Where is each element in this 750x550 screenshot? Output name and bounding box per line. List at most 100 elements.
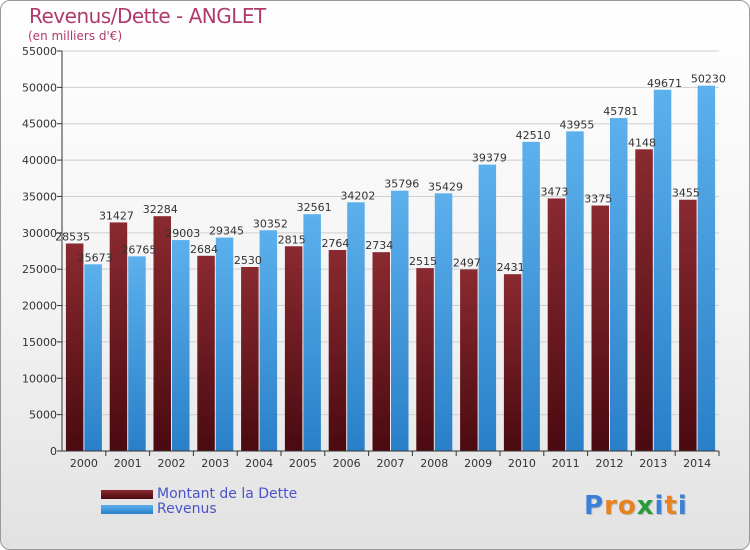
x-tick-label-2009: 2009 (464, 457, 492, 470)
proxiti-logo: Proxiti (584, 491, 688, 521)
x-tick-label-2003: 2003 (201, 457, 229, 470)
bar-revenus-2009 (478, 164, 497, 451)
bar-revenus-2002 (172, 240, 190, 451)
x-tick-label-2006: 2006 (333, 457, 361, 470)
x-tick-label-2008: 2008 (420, 457, 448, 470)
data-label-dette-2011: 3473 (540, 185, 568, 198)
y-tick-label: 35000 (22, 190, 57, 203)
y-tick-label: 5000 (29, 409, 57, 422)
bar-revenus-2007 (391, 190, 409, 451)
data-label-dette-2013: 4148 (628, 136, 656, 149)
bar-dette-2007 (372, 252, 390, 451)
legend-label-revenus: Revenus (157, 501, 217, 517)
y-tick-label: 0 (50, 445, 57, 458)
x-tick-label-2002: 2002 (158, 457, 186, 470)
bar-revenus-2014 (697, 85, 716, 451)
y-tick-label: 25000 (22, 263, 57, 276)
x-tick-label-2001: 2001 (114, 457, 142, 470)
bar-dette-2002 (153, 216, 171, 451)
chart-subtitle: (en milliers d'€) (28, 29, 123, 43)
data-label-revenus-2007: 35796 (384, 178, 419, 191)
bar-revenus-2000 (84, 264, 102, 451)
legend-swatch-revenus (101, 505, 153, 514)
bar-dette-2005 (284, 246, 303, 451)
bar-revenus-2008 (434, 193, 453, 452)
bar-revenus-2011 (566, 131, 584, 451)
bar-dette-2004 (241, 267, 259, 451)
data-label-dette-2005: 2815 (278, 233, 306, 246)
data-label-revenus-2003: 29345 (209, 225, 244, 238)
legend-swatch-dette (101, 490, 153, 499)
chart-title: Revenus/Dette - ANGLET (29, 4, 266, 28)
data-label-revenus-2014: 50230 (691, 73, 726, 86)
bar-revenus-2013 (653, 89, 672, 452)
x-tick-label-2013: 2013 (639, 457, 667, 470)
x-tick-label-2004: 2004 (245, 457, 273, 470)
y-tick-label: 45000 (22, 118, 57, 131)
data-label-revenus-2012: 45781 (603, 105, 638, 118)
logo-letter: P (584, 491, 605, 521)
bar-revenus-2001 (128, 256, 146, 451)
data-label-dette-2014: 3455 (672, 187, 700, 200)
logo-letter: t (664, 491, 678, 521)
bar-dette-2009 (460, 269, 478, 451)
y-tick-label: 50000 (22, 81, 57, 94)
y-tick-label: 30000 (22, 227, 57, 240)
y-tick-label: 40000 (22, 154, 57, 167)
data-label-dette-2008: 2515 (409, 255, 437, 268)
data-label-dette-2007: 2734 (365, 239, 393, 252)
bar-dette-2014 (679, 199, 697, 451)
bar-revenus-2003 (215, 237, 234, 451)
data-label-revenus-2002: 29003 (165, 227, 200, 240)
logo-letter: o (617, 491, 637, 521)
y-tick-label: 55000 (22, 45, 57, 58)
bar-revenus-2010 (522, 141, 540, 451)
data-label-revenus-2001: 26765 (121, 243, 156, 256)
bar-dette-2013 (635, 149, 653, 451)
bar-revenus-2005 (303, 214, 321, 451)
legend-label-dette: Montant de la Dette (157, 486, 298, 502)
data-label-dette-2010: 2431 (497, 261, 525, 274)
y-tick-label: 20000 (22, 300, 57, 313)
bar-dette-2010 (503, 274, 522, 451)
bar-dette-2003 (197, 255, 215, 451)
logo-letter: i (677, 491, 688, 521)
logo-letter: r (604, 491, 618, 521)
data-label-revenus-2004: 30352 (253, 217, 288, 230)
bar-revenus-2004 (259, 230, 278, 451)
bar-revenus-2006 (347, 202, 365, 451)
bar-dette-2008 (416, 268, 434, 451)
bar-dette-2012 (591, 205, 609, 451)
data-label-revenus-2013: 49671 (647, 77, 682, 90)
x-tick-label-2010: 2010 (508, 457, 536, 470)
data-label-dette-2003: 2684 (190, 243, 218, 256)
data-label-dette-2000: 28535 (55, 230, 90, 243)
data-label-revenus-2009: 39379 (472, 152, 507, 165)
bar-dette-2011 (547, 198, 566, 451)
bar-dette-2000 (65, 243, 84, 451)
x-tick-label-2012: 2012 (596, 457, 624, 470)
bar-dette-2001 (109, 222, 128, 451)
data-label-revenus-2000: 25673 (78, 251, 113, 264)
data-label-dette-2002: 32284 (143, 203, 178, 216)
x-tick-label-2011: 2011 (552, 457, 580, 470)
data-label-dette-2012: 3375 (584, 193, 612, 206)
y-tick-label: 10000 (22, 372, 57, 385)
x-tick-label-2000: 2000 (70, 457, 98, 470)
data-label-dette-2009: 2497 (453, 256, 481, 269)
data-label-revenus-2010: 42510 (516, 129, 551, 142)
logo-letter: x (636, 491, 655, 521)
data-label-revenus-2011: 43955 (559, 118, 594, 131)
data-label-dette-2006: 2764 (321, 237, 349, 250)
data-label-dette-2004: 2530 (234, 254, 262, 267)
data-label-revenus-2008: 35429 (428, 180, 463, 193)
bar-dette-2006 (328, 249, 347, 451)
x-tick-label-2007: 2007 (377, 457, 405, 470)
data-label-dette-2001: 31427 (99, 209, 134, 222)
data-label-revenus-2006: 34202 (340, 189, 375, 202)
bar-revenus-2012 (610, 118, 628, 451)
x-tick-label-2005: 2005 (289, 457, 317, 470)
y-tick-label: 15000 (22, 336, 57, 349)
